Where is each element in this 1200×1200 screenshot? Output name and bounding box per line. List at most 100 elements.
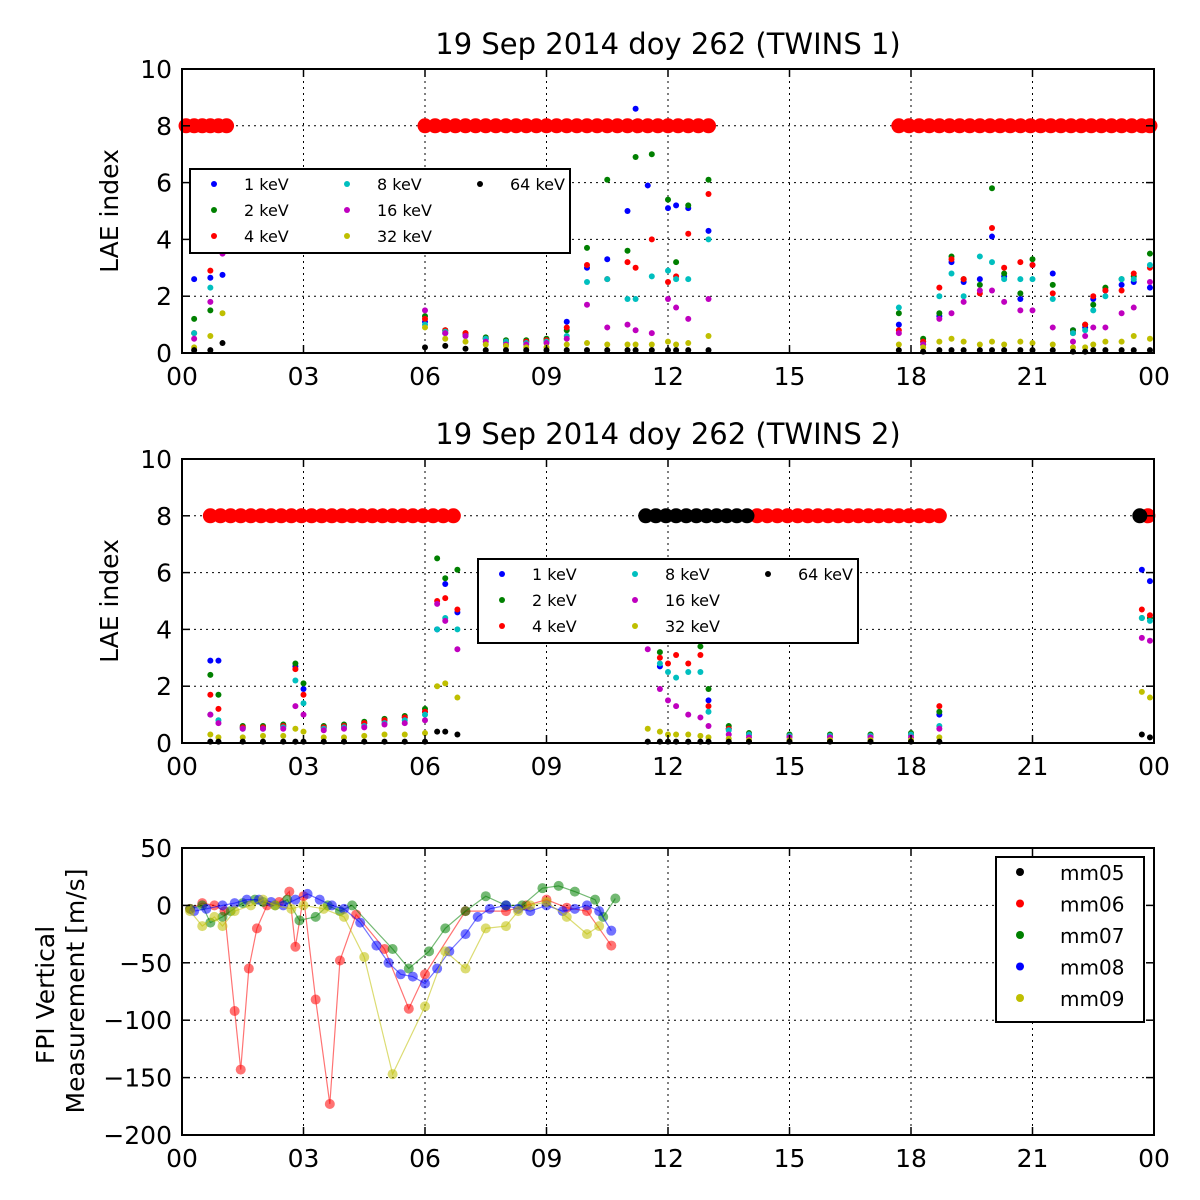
data-point-mm07	[537, 883, 548, 894]
data-point-mm06	[420, 969, 430, 980]
data-point-mm09	[339, 911, 349, 922]
data-point-mm07	[553, 880, 564, 891]
data-point-2-kev	[632, 154, 639, 161]
data-point-16-kev	[584, 301, 590, 308]
data-point-mm07	[460, 906, 471, 917]
legend-marker	[499, 597, 505, 603]
data-point-32-kev	[207, 731, 214, 738]
legend-marker	[344, 181, 350, 187]
data-point-32-kev	[1130, 332, 1137, 339]
legend-marker	[1016, 962, 1024, 971]
data-point-1-kev	[300, 686, 307, 693]
legend-marker	[632, 571, 638, 577]
data-point-64-kev	[191, 347, 198, 354]
data-point-2-kev	[215, 691, 222, 698]
data-point-8-kev	[697, 669, 704, 675]
plot-frame	[181, 458, 1155, 744]
data-point-32-kev	[1017, 338, 1024, 345]
legend-label: 2 keV	[532, 591, 577, 610]
data-point-32-kev	[895, 341, 902, 348]
data-point-2-kev	[207, 307, 214, 314]
data-point-16-kev	[1090, 324, 1097, 331]
legend-marker	[499, 571, 505, 577]
data-point-32-kev	[341, 734, 347, 741]
data-point-4-kev	[1017, 259, 1024, 266]
data-point-32-kev	[936, 734, 943, 741]
x-tick-label: 21	[1017, 362, 1049, 391]
data-point-2-kev	[697, 643, 704, 650]
data-point-mm08	[460, 929, 471, 940]
data-point-mm06	[251, 923, 262, 934]
data-point-4-kev	[705, 703, 712, 710]
data-point-64-kev	[1146, 734, 1153, 741]
y-tick-label: −150	[103, 1064, 172, 1093]
data-point-64-kev	[989, 347, 995, 354]
data-point-8-kev	[948, 270, 955, 277]
data-point-32-kev	[1049, 341, 1056, 348]
data-point-8-kev	[422, 711, 428, 718]
y-tick-label: −50	[119, 949, 172, 978]
data-point-2-kev	[656, 649, 663, 656]
data-point-64-kev	[624, 347, 631, 354]
data-point-mm09	[197, 921, 208, 932]
data-point-16-kev	[361, 724, 368, 731]
data-point-8-kev	[1146, 261, 1153, 268]
data-point-mm08	[229, 898, 240, 909]
data-point-4-kev	[673, 651, 680, 658]
data-point-64-kev	[673, 347, 680, 354]
data-point-mm09	[525, 900, 536, 911]
data-point-16-kev	[1001, 298, 1008, 305]
data-point-mm09	[541, 896, 552, 907]
data-point-2-kev	[936, 708, 943, 715]
data-point-16-kev	[1070, 338, 1076, 345]
data-point-8-kev	[292, 677, 299, 684]
data-point-1-kev	[1017, 296, 1024, 303]
data-point-mm08	[290, 894, 301, 905]
data-point-16-kev	[280, 725, 287, 732]
data-point-32-kev	[976, 341, 983, 348]
data-point-4-kev	[563, 324, 570, 331]
data-point-mm06	[379, 944, 390, 955]
y-tick-label: 0	[156, 729, 172, 758]
data-point-mm06	[290, 941, 301, 952]
data-point-4-kev	[665, 660, 671, 667]
y-tick-label: 6	[156, 559, 172, 588]
data-point-2-kev	[1090, 301, 1097, 308]
data-point-64-kev	[482, 347, 489, 354]
data-point-32-kev	[1070, 344, 1076, 351]
legend-label: 32 keV	[377, 227, 432, 246]
x-tick-label: 09	[531, 1144, 563, 1173]
data-point-mm09	[286, 903, 297, 914]
data-point-16-kev	[1146, 637, 1153, 644]
data-point-2-kev	[300, 680, 307, 687]
legend-label: mm08	[1060, 956, 1124, 980]
data-point-mm07	[403, 963, 414, 974]
data-point-64-kev	[584, 347, 590, 354]
legend-marker	[632, 623, 638, 629]
x-tick-label: 00	[166, 752, 198, 781]
data-point-2-kev	[434, 555, 441, 562]
data-point-64-kev	[219, 340, 226, 347]
data-point-8-kev	[1090, 307, 1097, 314]
legend-label: 2 keV	[244, 201, 289, 220]
data-point-64-kev	[454, 731, 461, 738]
data-point-64-kev	[948, 347, 955, 354]
data-point-1-kev	[665, 205, 671, 212]
data-point-32-kev	[422, 730, 428, 737]
data-point-mm06	[229, 1006, 240, 1017]
data-point-mm09	[245, 900, 256, 911]
data-point-mm08	[371, 940, 382, 951]
data-point-mm06	[403, 1003, 414, 1014]
data-point-32-kev	[292, 725, 299, 732]
data-point-64-kev	[523, 347, 530, 354]
data-point-16-kev	[1029, 307, 1036, 314]
data-point-64-kev	[936, 347, 943, 354]
data-point-2-kev	[685, 202, 692, 209]
data-point-64-kev	[462, 345, 469, 352]
legend-label: mm05	[1060, 861, 1124, 885]
y-tick-label: 10	[140, 445, 172, 474]
data-point-8-kev	[207, 284, 214, 291]
data-point-64-kev	[207, 347, 214, 354]
data-point-2-kev	[624, 247, 631, 254]
data-point-8-kev	[705, 236, 712, 243]
